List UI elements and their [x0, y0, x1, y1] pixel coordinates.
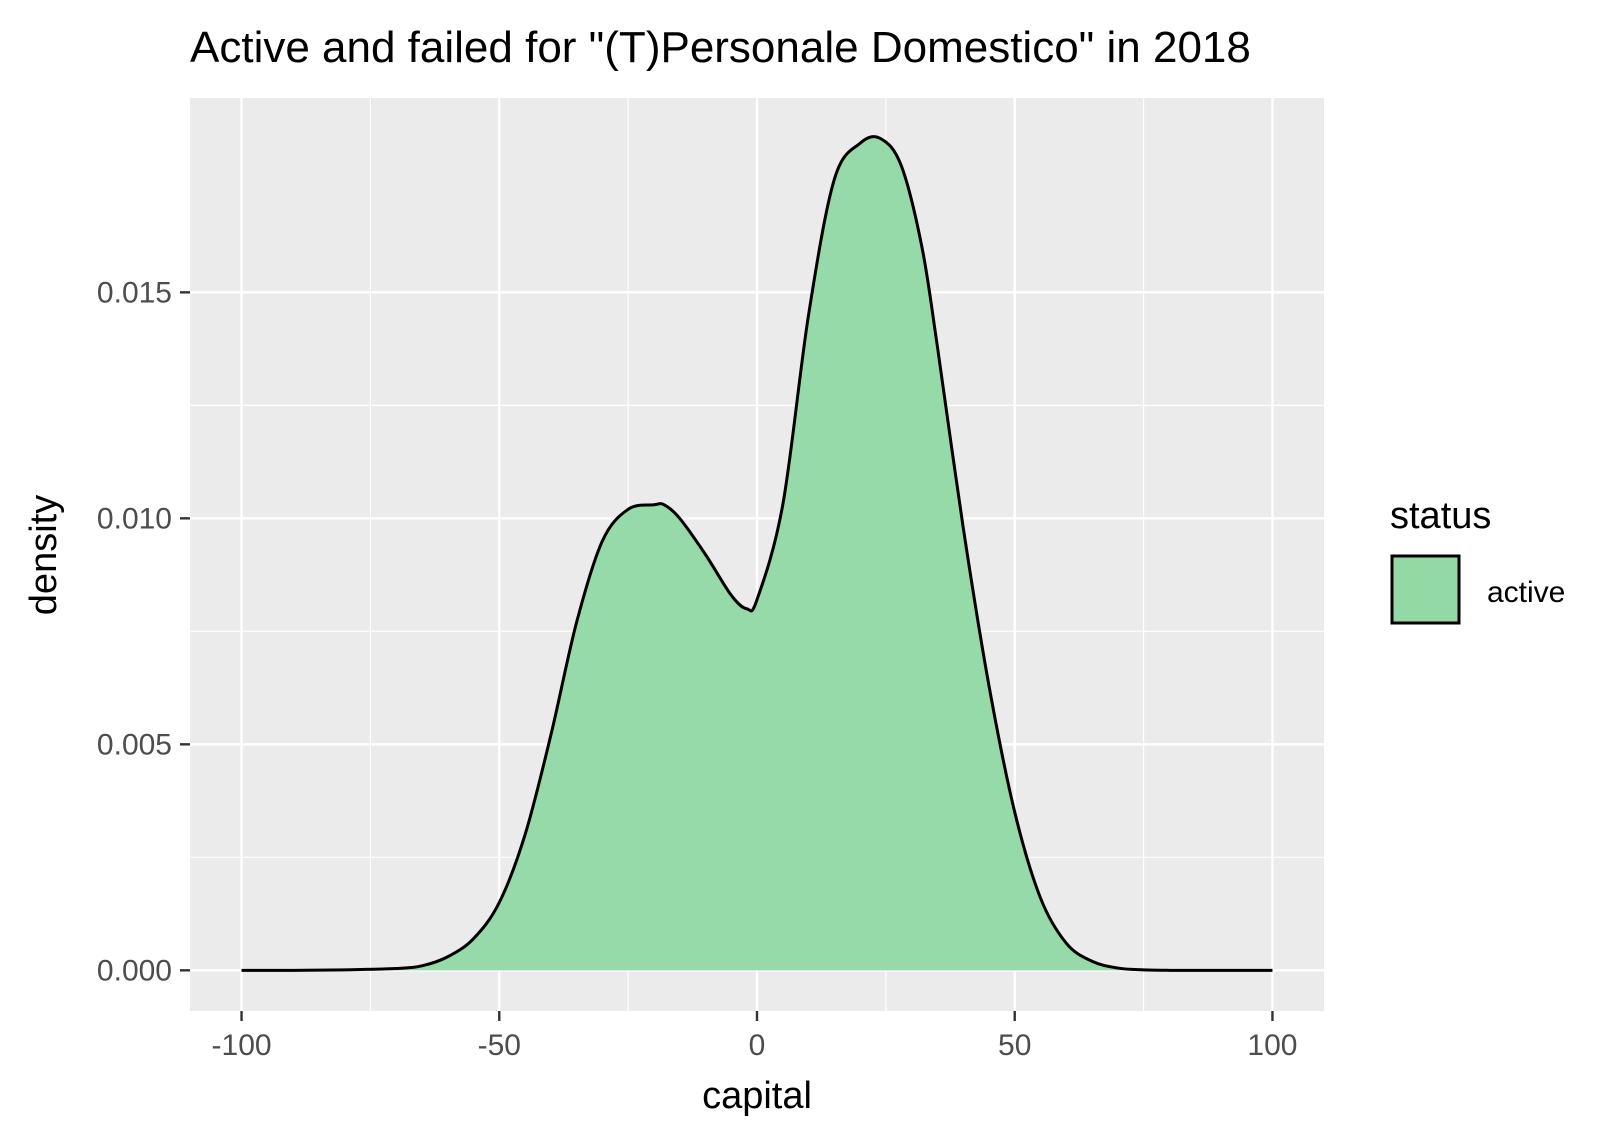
x-tick-label: 50 [998, 1029, 1031, 1062]
y-tick-label: 0.015 [97, 276, 172, 309]
x-axis: -100 -50 0 50 100 [212, 1011, 1297, 1062]
legend: status active [1390, 495, 1565, 625]
chart-title: Active and failed for "(T)Personale Dome… [190, 23, 1251, 72]
density-area-active [241, 136, 1273, 971]
x-tick-label: -100 [212, 1029, 272, 1062]
legend-key-active [1390, 554, 1461, 625]
legend-label-active: active [1487, 576, 1565, 609]
x-tick-label: 100 [1247, 1029, 1297, 1062]
y-tick-label: 0.000 [97, 954, 172, 987]
x-tick-label: 0 [749, 1029, 766, 1062]
x-axis-title: capital [702, 1075, 812, 1117]
x-tick-label: -50 [478, 1029, 521, 1062]
y-tick-label: 0.010 [97, 502, 172, 535]
y-tick-label: 0.005 [97, 728, 172, 761]
legend-title: status [1390, 495, 1491, 537]
y-axis-title: density [23, 495, 65, 615]
y-axis: 0.000 0.005 0.010 0.015 [97, 276, 190, 987]
series-layer [241, 135, 1273, 972]
density-line-active [241, 135, 1273, 972]
